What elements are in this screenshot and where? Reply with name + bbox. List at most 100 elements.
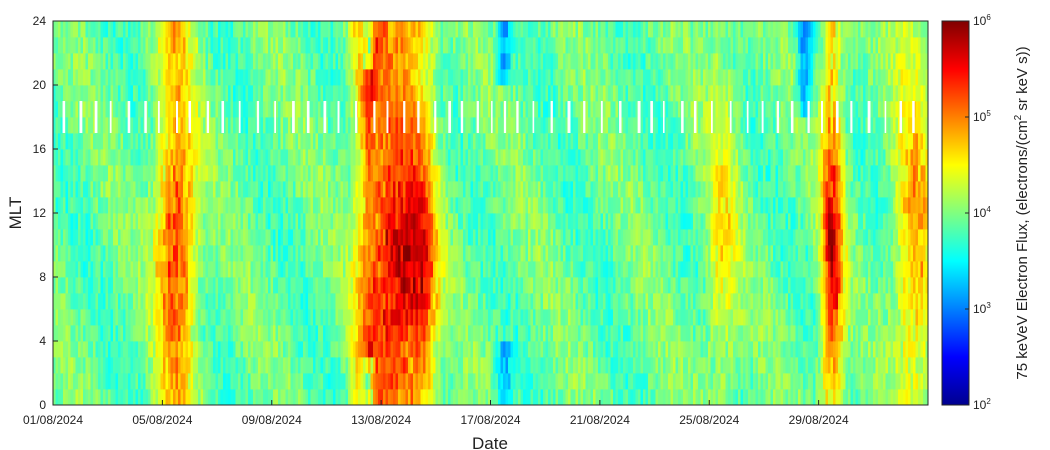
heatmap-cell — [293, 197, 296, 214]
heatmap-cell — [263, 309, 266, 326]
heatmap-cell — [443, 117, 446, 134]
heatmap-cell — [548, 85, 551, 102]
heatmap-cell — [165, 213, 169, 230]
heatmap-cell — [253, 53, 256, 70]
heatmap-cell — [395, 341, 399, 358]
heatmap-cell — [58, 21, 61, 38]
heatmap-cell — [208, 293, 211, 310]
heatmap-cell — [115, 181, 119, 198]
heatmap-cell — [90, 261, 94, 278]
heatmap-cell — [298, 261, 301, 278]
heatmap-cell — [145, 197, 149, 214]
heatmap-cell — [225, 373, 229, 390]
heatmap-cell — [165, 245, 169, 262]
heatmap-cell — [183, 389, 186, 405]
heatmap-cell — [160, 309, 164, 326]
heatmap-cell — [73, 341, 76, 358]
heatmap-cell — [183, 85, 186, 102]
heatmap-cell — [478, 213, 481, 230]
heatmap-cell — [383, 293, 386, 310]
heatmap-cell — [563, 85, 566, 102]
heatmap-cell — [223, 117, 226, 134]
heatmap-cell — [280, 101, 284, 118]
heatmap-cell — [200, 149, 204, 166]
heatmap-cell — [318, 389, 321, 405]
heatmap-cell — [468, 133, 471, 150]
heatmap-cell — [528, 37, 531, 54]
heatmap-cell — [303, 373, 306, 390]
heatmap-cell — [530, 213, 534, 230]
heatmap-cell — [508, 117, 511, 134]
heatmap-cell — [245, 245, 249, 262]
heatmap-cell — [563, 325, 566, 342]
heatmap-cell — [553, 149, 556, 166]
heatmap-cell — [210, 197, 214, 214]
heatmap-cell — [528, 357, 531, 374]
heatmap-cell — [410, 133, 414, 150]
heatmap-cell — [563, 69, 566, 86]
heatmap-cell — [75, 309, 79, 326]
heatmap-cell — [118, 21, 121, 38]
heatmap-cell — [355, 373, 359, 390]
heatmap-cell — [568, 277, 571, 294]
heatmap-cell — [450, 133, 454, 150]
heatmap-cell — [195, 277, 199, 294]
heatmap-cell — [515, 85, 519, 102]
heatmap-cell — [280, 53, 284, 70]
heatmap-cell — [420, 357, 424, 374]
heatmap-cell — [470, 101, 474, 118]
heatmap-cell — [480, 197, 484, 214]
heatmap-cell — [260, 325, 264, 342]
heatmap-cell — [278, 261, 281, 278]
heatmap-cell — [495, 197, 499, 214]
heatmap-cell — [538, 309, 541, 326]
heatmap-cell — [360, 245, 364, 262]
heatmap-cell — [420, 229, 424, 246]
heatmap-cell — [165, 181, 169, 198]
heatmap-cell — [478, 37, 481, 54]
heatmap-cell — [570, 21, 574, 38]
heatmap-cell — [55, 389, 59, 405]
heatmap-cell — [155, 357, 159, 374]
heatmap-cell — [508, 181, 511, 198]
heatmap-cell — [365, 357, 369, 374]
heatmap-cell — [545, 341, 549, 358]
heatmap-cell — [198, 213, 201, 230]
heatmap-cell — [395, 277, 399, 294]
heatmap-cell — [553, 69, 556, 86]
heatmap-cell — [413, 53, 416, 70]
heatmap-cell — [450, 229, 454, 246]
heatmap-cell — [198, 229, 201, 246]
heatmap-cell — [360, 341, 364, 358]
heatmap-cell — [253, 341, 256, 358]
heatmap-cell — [483, 53, 486, 70]
heatmap-cell — [383, 149, 386, 166]
heatmap-cell — [350, 213, 354, 230]
heatmap-cell — [545, 149, 549, 166]
heatmap-cell — [503, 37, 506, 54]
heatmap-cell — [325, 133, 329, 150]
heatmap-cell — [320, 261, 324, 278]
heatmap-cell — [233, 85, 236, 102]
heatmap-cell — [100, 165, 104, 182]
heatmap-cell — [528, 325, 531, 342]
heatmap-cell — [135, 101, 139, 118]
heatmap-cell — [330, 341, 334, 358]
heatmap-cell — [448, 133, 451, 150]
heatmap-cell — [453, 37, 456, 54]
heatmap-cell — [350, 21, 354, 38]
heatmap-cell — [228, 117, 231, 134]
heatmap-cell — [485, 341, 489, 358]
heatmap-cell — [208, 69, 211, 86]
heatmap-cell — [510, 373, 514, 390]
heatmap-cell — [315, 117, 319, 134]
heatmap-cell — [425, 373, 429, 390]
heatmap-cell — [558, 245, 561, 262]
heatmap-cell — [233, 357, 236, 374]
heatmap-cell — [570, 261, 574, 278]
heatmap-cell — [475, 245, 479, 262]
heatmap-cell — [530, 53, 534, 70]
heatmap-cell — [398, 389, 401, 405]
heatmap-cell — [155, 53, 159, 70]
heatmap-cell — [505, 165, 509, 182]
